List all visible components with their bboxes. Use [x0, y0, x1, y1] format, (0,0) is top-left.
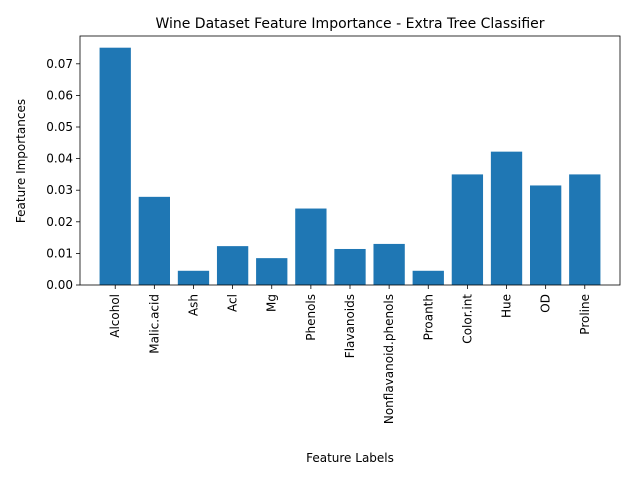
bar-od: [530, 185, 562, 285]
x-axis: Alcohol Malic.acid Ash Acl Mg Phenols Flavanoi…: [108, 285, 592, 424]
x-tick-label: Nonflavanoid.phenols: [382, 294, 396, 424]
plot-frame: [79, 35, 621, 286]
y-tick-label: 0.03: [46, 183, 73, 197]
bar-alcohol: [99, 47, 131, 286]
bar-malic-acid: [138, 196, 170, 285]
bar-color-int: [451, 174, 484, 285]
chart-title: Wine Dataset Feature Importance - Extra …: [155, 16, 544, 32]
bar-proanth: [412, 270, 444, 285]
y-tick-label: 0.01: [46, 246, 73, 260]
x-axis-label: Feature Labels: [306, 451, 394, 465]
y-tick-label: 0.07: [46, 57, 73, 71]
x-tick-label: Ash: [186, 294, 200, 316]
bars-group: [99, 47, 601, 286]
y-tick-label: 0.06: [46, 88, 73, 102]
bar-ash: [177, 270, 210, 285]
bar-acl: [216, 246, 249, 285]
x-tick-label: Color.int: [460, 294, 474, 344]
bar-proline: [569, 174, 601, 285]
bar-hue: [490, 151, 523, 285]
bar-flavanoids: [334, 248, 366, 285]
y-tick-label: 0.02: [46, 215, 73, 229]
x-tick-label: Hue: [500, 294, 514, 318]
x-tick-label: Acl: [226, 294, 240, 312]
y-tick-label: 0.00: [46, 278, 73, 292]
y-tick-label: 0.04: [46, 152, 73, 166]
x-tick-label: Mg: [265, 294, 279, 312]
x-tick-label: Flavanoids: [343, 294, 357, 358]
bar-nonflavanoid-phenols: [373, 243, 405, 285]
y-axis: 0.00 0.01 0.02 0.03 0.04 0.05 0.06 0.07: [46, 57, 80, 292]
bar-mg: [256, 258, 288, 285]
x-tick-label: Malic.acid: [147, 294, 161, 354]
y-axis-label: Feature Importances: [14, 99, 28, 223]
bar-phenols: [295, 208, 327, 285]
x-tick-label: Alcohol: [108, 294, 122, 338]
x-tick-label: Proline: [578, 294, 592, 335]
x-tick-label: OD: [539, 294, 553, 313]
x-tick-label: Proanth: [421, 294, 435, 340]
y-tick-label: 0.05: [46, 120, 73, 134]
x-tick-label: Phenols: [304, 294, 318, 341]
